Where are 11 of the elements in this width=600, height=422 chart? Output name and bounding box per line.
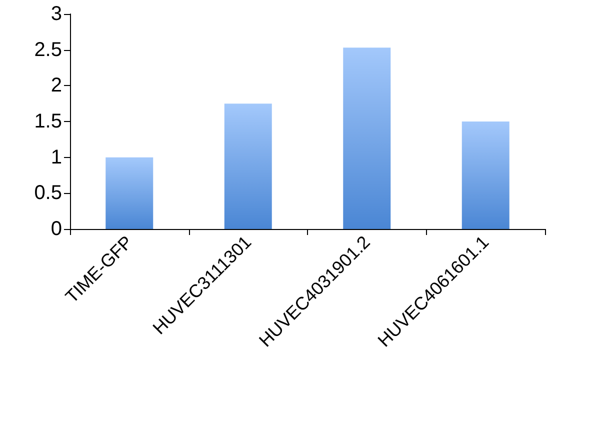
- y-tick-label: 1: [50, 146, 62, 168]
- bar: [343, 48, 391, 229]
- y-tick-label: 1.5: [34, 110, 62, 132]
- y-tick-label: 2: [50, 74, 62, 97]
- bar: [224, 104, 272, 229]
- y-tick-label: 3: [50, 3, 62, 25]
- bar: [106, 157, 154, 229]
- y-tick-label: 0: [50, 218, 62, 240]
- bar: [462, 122, 510, 229]
- y-tick-label: 2.5: [34, 38, 62, 61]
- y-tick-label: 0.5: [34, 182, 62, 204]
